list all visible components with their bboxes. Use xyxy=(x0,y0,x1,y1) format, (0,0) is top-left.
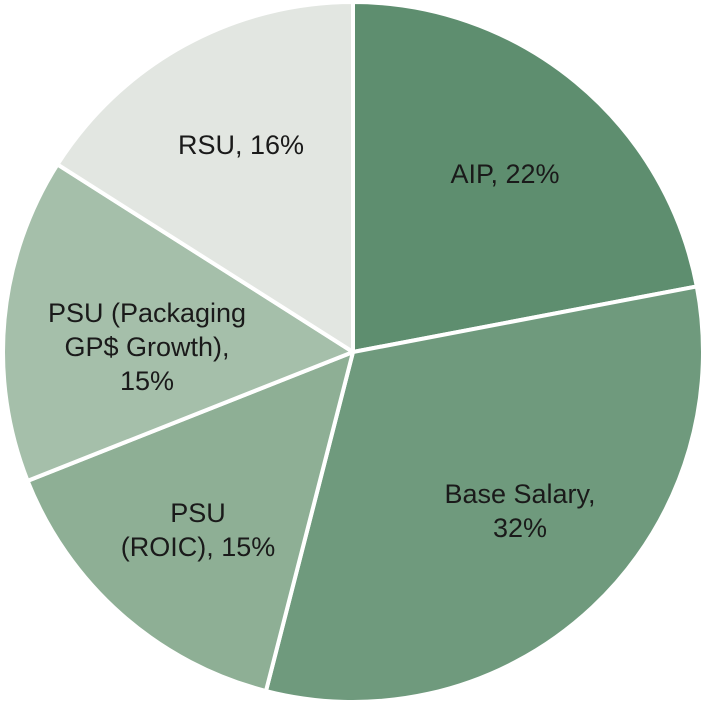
pie-slice-3 xyxy=(1,162,355,483)
pie-slice-0 xyxy=(351,0,699,354)
pie-slice-label-line: (ROIC), 15% xyxy=(121,532,276,562)
pie-slice-label-0: AIP, 22% xyxy=(450,159,559,189)
pie-slice-label-2: PSU (ROIC), 15% xyxy=(121,498,276,562)
pie-slice-label-1: Base Salary, 32% xyxy=(444,479,595,543)
pie-slice-label-line: PSU (Packaging xyxy=(48,298,246,328)
pie-labels: AIP, 22%Base Salary, 32%PSU (ROIC), 15%PSU… xyxy=(48,130,596,562)
pie-slice-label-line: GP$ Growth), xyxy=(64,332,229,362)
pie-slice-label-line: AIP, 22% xyxy=(450,159,559,189)
pie-slice-label-line: PSU xyxy=(170,498,226,528)
pie-slice-label-3: PSU (Packaging GP$ Growth), 15% xyxy=(48,298,246,396)
pie-slice-label-line: 32% xyxy=(493,513,547,543)
pie-slice-2 xyxy=(25,350,355,693)
pie-slice-4 xyxy=(55,0,355,354)
pie-slice-label-line: 15% xyxy=(120,366,174,396)
pie-slice-label-4: RSU, 16% xyxy=(178,130,304,160)
pie-slice-1 xyxy=(263,284,705,704)
pie-slice-label-line: RSU, 16% xyxy=(178,130,304,160)
pie-slice-label-line: Base Salary, xyxy=(444,479,595,509)
